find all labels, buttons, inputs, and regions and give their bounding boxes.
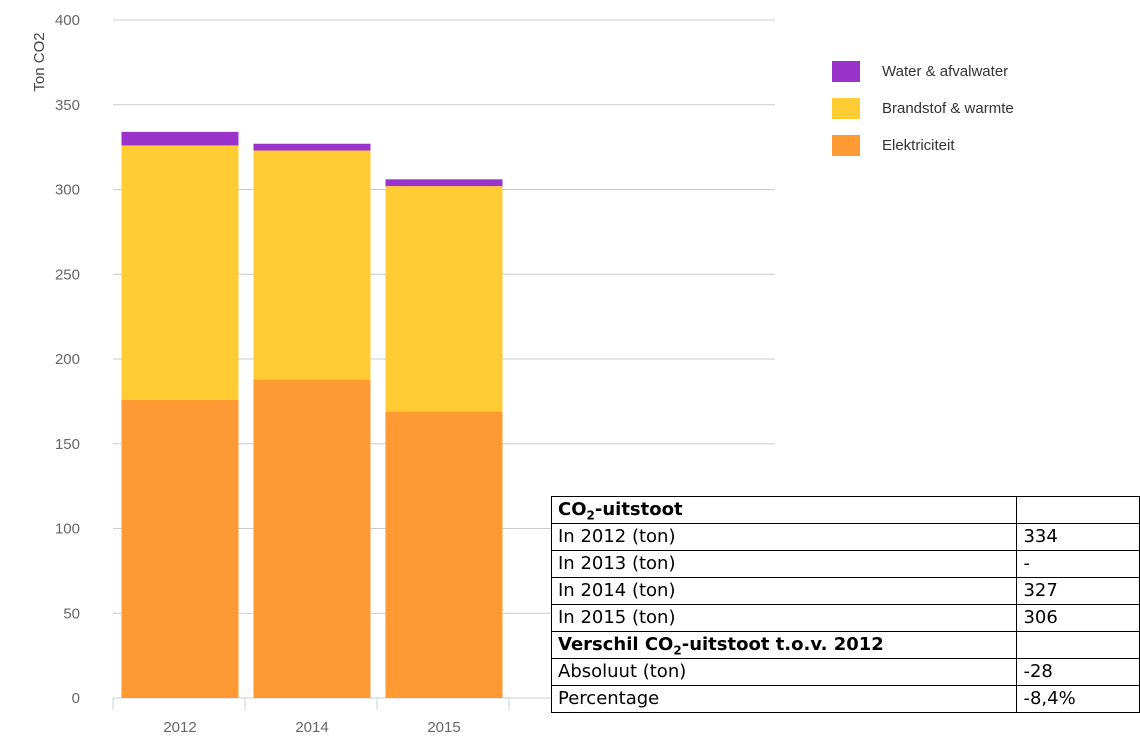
table-row: Absoluut (ton) -28 [550, 658, 1140, 686]
row-value: 334 [1016, 523, 1140, 551]
bars [121, 131, 503, 698]
table-row: In 2013 (ton) - [550, 550, 1140, 578]
legend-label: Brandstof & warmte [882, 100, 1014, 117]
x-tick-label: 2015 [427, 719, 460, 736]
legend-swatch-elektriciteit [832, 135, 860, 156]
y-tick-label: 150 [55, 436, 80, 453]
legend-label: Elektriciteit [882, 137, 955, 154]
y-tick-label: 0 [72, 690, 80, 707]
row-label: Percentage [550, 685, 1018, 713]
row-value: -8,4% [1016, 685, 1140, 713]
row-value: 327 [1016, 577, 1140, 605]
y-tick-labels: 0 50 100 150 200 250 300 350 400 [55, 12, 80, 707]
bar-segment [121, 399, 239, 698]
y-tick-label: 250 [55, 266, 80, 283]
row-label: In 2015 (ton) [550, 604, 1018, 632]
table-header-co2: CO2-uitstoot [550, 496, 1018, 524]
bar-segment [253, 143, 371, 151]
legend-item-water: Water & afvalwater [832, 58, 1014, 85]
legend-label: Water & afvalwater [882, 63, 1009, 80]
y-tick-label: 50 [63, 605, 80, 622]
y-axis-label: Ton CO2 [31, 32, 48, 91]
x-tick-label: 2012 [163, 719, 196, 736]
table-row: In 2015 (ton) 306 [550, 604, 1140, 632]
y-tick-label: 100 [55, 521, 80, 538]
bar-segment [385, 411, 503, 698]
bar-segment [385, 179, 503, 187]
row-value: 306 [1016, 604, 1140, 632]
table-header-row: Verschil CO2-uitstoot t.o.v. 2012 [550, 631, 1140, 659]
row-value: - [1016, 550, 1140, 578]
y-tick-label: 300 [55, 182, 80, 199]
table-row: In 2014 (ton) 327 [550, 577, 1140, 605]
table-header-empty [1016, 496, 1140, 524]
legend: Water & afvalwater Brandstof & warmte El… [832, 58, 1014, 169]
bar-segment [121, 145, 239, 400]
bar-segment [253, 150, 371, 380]
table-header-empty [1016, 631, 1140, 659]
y-tick-label: 200 [55, 351, 80, 368]
y-tick-label: 350 [55, 97, 80, 114]
table-header-verschil: Verschil CO2-uitstoot t.o.v. 2012 [550, 631, 1018, 659]
y-tick-label: 400 [55, 12, 80, 29]
table-header-row: CO2-uitstoot [550, 496, 1140, 524]
bar-segment [253, 379, 371, 698]
table-row: In 2012 (ton) 334 [550, 523, 1140, 551]
table-row: Percentage -8,4% [550, 685, 1140, 713]
legend-swatch-brandstof [832, 98, 860, 119]
legend-item-elektriciteit: Elektriciteit [832, 132, 1014, 159]
row-label: In 2012 (ton) [550, 523, 1018, 551]
bar-segment [385, 186, 503, 412]
row-label: In 2014 (ton) [550, 577, 1018, 605]
row-value: -28 [1016, 658, 1140, 686]
legend-swatch-water [832, 61, 860, 82]
row-label: Absoluut (ton) [550, 658, 1018, 686]
x-tick-label: 2014 [295, 719, 328, 736]
bar-segment [121, 131, 239, 146]
co2-summary-table: CO2-uitstoot In 2012 (ton) 334 In 2013 (… [550, 496, 1140, 713]
row-label: In 2013 (ton) [550, 550, 1018, 578]
legend-item-brandstof: Brandstof & warmte [832, 95, 1014, 122]
x-tick-labels: 2012 2014 2015 [112, 698, 774, 736]
